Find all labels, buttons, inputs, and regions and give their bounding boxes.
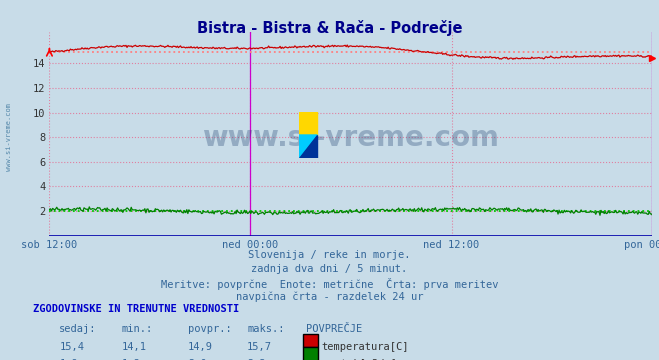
Bar bbox=[299, 112, 318, 135]
Text: Meritve: povprčne  Enote: metrične  Črta: prva meritev: Meritve: povprčne Enote: metrične Črta: … bbox=[161, 278, 498, 289]
Text: sedaj:: sedaj: bbox=[59, 324, 97, 334]
Text: Slovenija / reke in morje.: Slovenija / reke in morje. bbox=[248, 250, 411, 260]
Text: POVPREČJE: POVPREČJE bbox=[306, 324, 362, 334]
Text: Bistra - Bistra & Rača - Podrečje: Bistra - Bistra & Rača - Podrečje bbox=[197, 20, 462, 36]
Text: maks.:: maks.: bbox=[247, 324, 285, 334]
Text: temperatura[C]: temperatura[C] bbox=[322, 342, 409, 352]
Text: www.si-vreme.com: www.si-vreme.com bbox=[5, 103, 12, 171]
Text: 15,7: 15,7 bbox=[247, 342, 272, 352]
Text: 14,9: 14,9 bbox=[188, 342, 213, 352]
Text: ZGODOVINSKE IN TRENUTNE VREDNOSTI: ZGODOVINSKE IN TRENUTNE VREDNOSTI bbox=[33, 304, 239, 314]
Text: zadnja dva dni / 5 minut.: zadnja dva dni / 5 minut. bbox=[251, 264, 408, 274]
Text: 2,2: 2,2 bbox=[247, 359, 266, 360]
Text: min.:: min.: bbox=[122, 324, 153, 334]
Text: 1,8: 1,8 bbox=[122, 359, 140, 360]
Polygon shape bbox=[299, 135, 318, 158]
Text: pretok[m3/s]: pretok[m3/s] bbox=[322, 359, 397, 360]
Text: povpr.:: povpr.: bbox=[188, 324, 231, 334]
Polygon shape bbox=[299, 135, 318, 158]
Text: 2,0: 2,0 bbox=[188, 359, 206, 360]
Text: 1,9: 1,9 bbox=[59, 359, 78, 360]
Text: 15,4: 15,4 bbox=[59, 342, 84, 352]
Text: www.si-vreme.com: www.si-vreme.com bbox=[202, 124, 500, 152]
Text: 14,1: 14,1 bbox=[122, 342, 147, 352]
Text: navpična črta - razdelek 24 ur: navpična črta - razdelek 24 ur bbox=[236, 291, 423, 302]
